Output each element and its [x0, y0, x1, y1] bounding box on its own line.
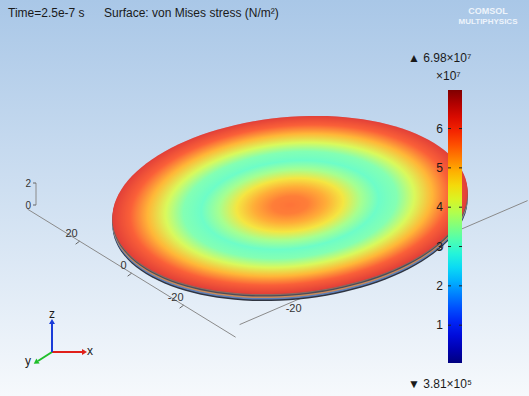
- triad-arm: [51, 324, 53, 352]
- subtitle: Surface: von Mises stress (N/m²): [104, 6, 279, 20]
- x-tick-label: -20: [286, 302, 302, 314]
- colorbar-multiplier: ×10⁷: [436, 69, 461, 83]
- y-tick-label: 0: [121, 259, 127, 271]
- disk-shading: [112, 116, 467, 294]
- triad-arrow: [34, 358, 40, 363]
- colorbar-tick-label: 6: [436, 122, 443, 136]
- colorbar-tick: [459, 246, 462, 247]
- colorbar-tick-label: 2: [436, 279, 443, 293]
- colorbar-tick: [459, 207, 462, 208]
- background: [0, 0, 529, 396]
- y-tick: [76, 241, 80, 244]
- logo: COMSOL: [468, 6, 508, 16]
- y-tick-label: -20: [168, 291, 184, 303]
- disk-surface: [112, 116, 467, 294]
- colorbar-max: ▲ 6.98×10⁷: [408, 51, 471, 65]
- logo: MULTIPHYSICS: [459, 17, 519, 26]
- colorbar-tick: [459, 128, 462, 129]
- triad-label: z: [49, 307, 55, 321]
- colorbar-tick-label: 1: [436, 318, 443, 332]
- y-tick: [128, 273, 132, 276]
- colorbar-tick: [448, 128, 451, 129]
- chart: -20020-2002002Time=2.5e-7 sSurface: von …: [0, 0, 529, 396]
- triad-label: x: [87, 344, 93, 358]
- colorbar-scale: [448, 90, 462, 363]
- triad-arm: [38, 352, 52, 361]
- plot-area: [112, 116, 467, 301]
- colorbar-tick-label: 4: [436, 200, 443, 214]
- z-tick-label: 0: [25, 200, 31, 211]
- axis-triad: x y z: [25, 307, 93, 368]
- colorbar-tick: [448, 207, 451, 208]
- colorbar-tick: [459, 325, 462, 326]
- z-tick: [33, 205, 36, 206]
- colorbar-tick-label: 5: [436, 161, 443, 175]
- y-tick: [180, 305, 184, 308]
- title: Time=2.5e-7 s: [8, 6, 85, 20]
- colorbar-tick-label: 3: [436, 240, 443, 254]
- colorbar-min: ▼ 3.81×10⁵: [408, 377, 472, 391]
- colorbar-tick: [448, 246, 451, 247]
- colorbar: 1 2 3 4 5 6: [436, 90, 462, 363]
- colorbar-tick: [459, 285, 462, 286]
- colorbar-tick: [448, 285, 451, 286]
- z-tick-label: 2: [25, 178, 31, 189]
- triad-arm: [52, 351, 82, 353]
- z-tick: [33, 183, 36, 184]
- colorbar-tick: [448, 325, 451, 326]
- triad-label: y: [25, 354, 31, 368]
- z-axis-line: [36, 183, 37, 205]
- colorbar-tick: [459, 167, 462, 168]
- y-tick-label: 20: [65, 227, 77, 239]
- colorbar-tick: [448, 167, 451, 168]
